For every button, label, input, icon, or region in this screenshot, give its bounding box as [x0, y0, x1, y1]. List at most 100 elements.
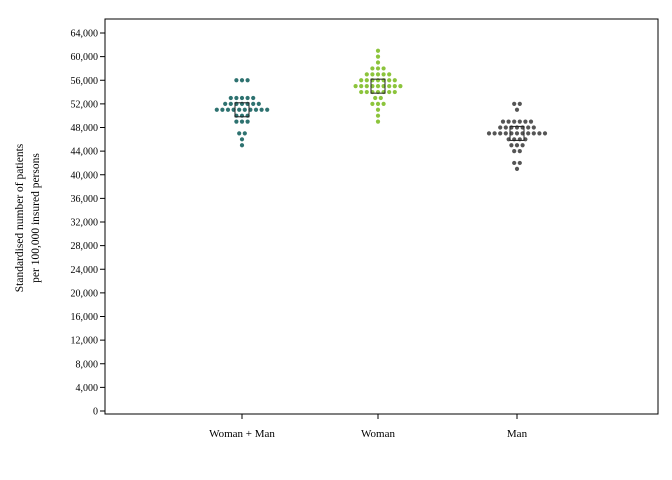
data-point	[512, 101, 517, 106]
data-point	[517, 101, 522, 106]
data-point	[528, 119, 534, 124]
data-point	[392, 89, 397, 95]
y-tick-label: 32,000	[71, 218, 99, 229]
data-point	[370, 72, 375, 77]
data-point	[225, 107, 231, 112]
data-point	[375, 54, 381, 59]
data-point	[359, 84, 364, 89]
series-group	[486, 101, 548, 171]
data-point	[387, 89, 392, 95]
data-point	[517, 160, 522, 166]
data-point	[256, 101, 261, 106]
series-group	[214, 78, 270, 148]
series-group	[353, 48, 403, 124]
y-tick-label: 16,000	[71, 312, 99, 323]
data-point	[514, 166, 520, 171]
data-point	[364, 84, 369, 89]
x-tick-label: Man	[507, 428, 528, 440]
data-point	[531, 131, 536, 136]
data-point	[387, 72, 392, 77]
data-point	[509, 143, 514, 148]
data-point	[234, 78, 239, 83]
data-point	[526, 131, 531, 136]
data-point	[375, 72, 381, 77]
data-point	[373, 95, 378, 101]
data-point	[512, 119, 517, 124]
data-point	[375, 48, 381, 53]
data-point	[237, 107, 242, 112]
y-axis: 0 4,000 8,000 12,000 16,000 20,000 24,000 28,00…	[71, 29, 105, 418]
data-point	[514, 143, 520, 148]
data-point	[242, 131, 247, 136]
data-point	[239, 143, 245, 148]
y-tick-label: 0	[93, 407, 98, 418]
data-point	[387, 78, 392, 83]
data-point	[259, 107, 264, 112]
data-marks	[214, 48, 548, 171]
data-point	[498, 125, 503, 130]
y-tick-label: 48,000	[71, 123, 99, 134]
data-point	[253, 107, 259, 112]
x-tick-label: Woman	[361, 428, 395, 440]
mean-marker	[234, 102, 250, 118]
data-point	[237, 131, 242, 136]
data-point	[537, 131, 542, 136]
y-tick-label: 56,000	[71, 76, 99, 87]
data-point	[375, 60, 381, 65]
data-point	[364, 89, 369, 95]
data-point	[520, 143, 525, 148]
data-point	[514, 131, 520, 136]
y-tick-label: 20,000	[71, 288, 99, 299]
y-tick-label: 60,000	[71, 52, 99, 63]
data-point	[375, 113, 381, 118]
data-point	[503, 125, 508, 130]
y-axis-title-line-1: Standardised number of patients	[14, 143, 26, 292]
x-tick-label: Woman + Man	[209, 428, 275, 440]
data-point	[375, 84, 381, 89]
y-tick-label: 52,000	[71, 99, 99, 110]
data-point	[239, 95, 245, 101]
data-point	[523, 119, 528, 124]
data-point	[392, 78, 397, 83]
data-point	[517, 149, 522, 154]
data-point	[375, 66, 381, 71]
data-point	[375, 119, 381, 124]
y-tick-label: 24,000	[71, 265, 99, 276]
data-point	[381, 66, 386, 71]
y-tick-label: 28,000	[71, 241, 99, 252]
y-tick-label: 40,000	[71, 170, 99, 181]
y-tick-label: 8,000	[76, 359, 99, 370]
y-tick-label: 4,000	[76, 383, 99, 394]
data-point	[387, 84, 392, 89]
data-point	[228, 101, 233, 106]
y-tick-label: 12,000	[71, 336, 99, 347]
mean-marker	[509, 125, 525, 141]
data-point	[506, 119, 511, 124]
data-point	[242, 107, 247, 112]
y-tick-label: 44,000	[71, 147, 99, 158]
data-point	[214, 107, 219, 112]
data-point	[239, 78, 245, 83]
data-point	[251, 101, 256, 106]
data-point	[517, 119, 522, 124]
y-axis-title-line-2: per 100,000 insured persons	[30, 153, 42, 283]
data-point	[398, 84, 403, 89]
data-point	[245, 95, 250, 101]
data-point	[381, 101, 386, 106]
y-tick-label: 36,000	[71, 194, 99, 205]
x-axis: Woman + Man Woman Man	[209, 414, 528, 440]
data-point	[265, 107, 270, 112]
data-point	[542, 131, 548, 136]
data-point	[512, 149, 517, 154]
data-point	[245, 78, 250, 83]
data-point	[359, 78, 364, 83]
data-point	[364, 78, 369, 83]
data-point	[375, 107, 381, 112]
data-point	[381, 72, 386, 77]
data-point	[364, 72, 369, 77]
data-point	[370, 101, 375, 106]
y-tick-label: 64,000	[71, 29, 99, 40]
plot-frame	[104, 18, 659, 415]
mean-marker	[370, 78, 386, 94]
